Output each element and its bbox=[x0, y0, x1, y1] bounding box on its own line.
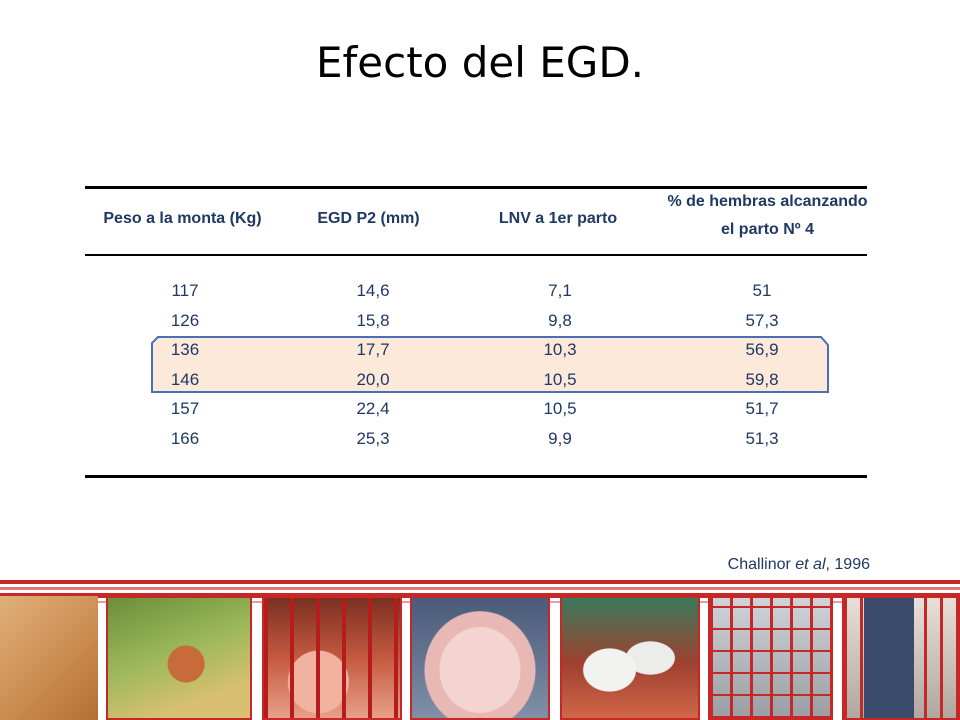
header-pct-line1: % de hembras alcanzando bbox=[667, 193, 868, 210]
cell-pct: 51,3 bbox=[745, 428, 779, 448]
cell-peso: 166 bbox=[170, 428, 200, 448]
cell-lnv: 9,8 bbox=[548, 310, 572, 330]
cell-egd: 15,8 bbox=[356, 310, 390, 330]
cell-peso: 117 bbox=[171, 281, 199, 300]
header-lnv: LNV a 1er parto bbox=[498, 210, 618, 227]
cell-egd: 14,6 bbox=[356, 281, 390, 300]
cell-peso: 126 bbox=[170, 310, 200, 330]
farrowing-crates-photo bbox=[708, 596, 833, 720]
cell-lnv: 9,9 bbox=[548, 428, 572, 448]
cell-pct: 51 bbox=[752, 281, 772, 300]
table-header-rule bbox=[85, 254, 867, 256]
citation: Challinor et al, 1996 bbox=[728, 556, 870, 574]
cell-lnv: 10,5 bbox=[543, 399, 577, 418]
cell-pct: 57,3 bbox=[745, 310, 779, 330]
header-pct: % de hembras alcanzando el parto Nº 4 bbox=[640, 188, 895, 244]
cell-egd: 17,7 bbox=[356, 340, 390, 359]
cell-lnv: 7,1 bbox=[548, 281, 572, 300]
cell-lnv: 10,3 bbox=[543, 340, 577, 359]
cell-pct: 56,9 bbox=[745, 340, 779, 359]
table-row: 166 25,3 9,9 51,3 bbox=[0, 424, 960, 453]
cell-egd: 20,0 bbox=[356, 369, 390, 389]
cell-peso: 146 bbox=[170, 369, 200, 389]
table-bottom-rule bbox=[85, 475, 867, 478]
table-row: 117 14,6 7,1 51 bbox=[0, 276, 960, 305]
citation-author: Challinor bbox=[727, 556, 796, 573]
piglets-photo-left bbox=[0, 596, 98, 720]
piglets-feeder-photo bbox=[106, 596, 252, 720]
cell-pct: 51,7 bbox=[745, 399, 779, 418]
citation-etal: et al bbox=[795, 556, 826, 573]
table-top-rule bbox=[85, 186, 867, 189]
table-row: 157 22,4 10,5 51,7 bbox=[0, 394, 960, 423]
cell-egd: 25,3 bbox=[356, 428, 390, 448]
white-pigs-photo bbox=[560, 596, 700, 720]
cell-peso: 157 bbox=[170, 399, 200, 418]
highlight-shape bbox=[151, 336, 829, 393]
header-pct-line2: el parto Nº 4 bbox=[721, 221, 814, 238]
photo-band bbox=[0, 576, 960, 720]
header-peso: Peso a la monta (Kg) bbox=[103, 210, 262, 227]
header-egd: EGD P2 (mm) bbox=[317, 210, 420, 227]
feeder-bin-photo bbox=[842, 596, 960, 720]
sows-pen-photo bbox=[262, 596, 402, 720]
cell-pct: 59,8 bbox=[745, 369, 779, 389]
table-row: 146 20,0 10,5 59,8 bbox=[0, 365, 960, 394]
cell-peso: 136 bbox=[170, 340, 200, 359]
slide-title: Efecto del EGD. bbox=[315, 38, 645, 87]
cell-lnv: 10,5 bbox=[543, 369, 577, 389]
highlight-box bbox=[151, 336, 829, 393]
table-row: 136 17,7 10,3 56,9 bbox=[0, 335, 960, 364]
citation-year: , 1996 bbox=[825, 556, 870, 573]
cell-egd: 22,4 bbox=[356, 399, 390, 418]
table-row: 126 15,8 9,8 57,3 bbox=[0, 306, 960, 335]
piglet-face-photo bbox=[410, 596, 550, 720]
